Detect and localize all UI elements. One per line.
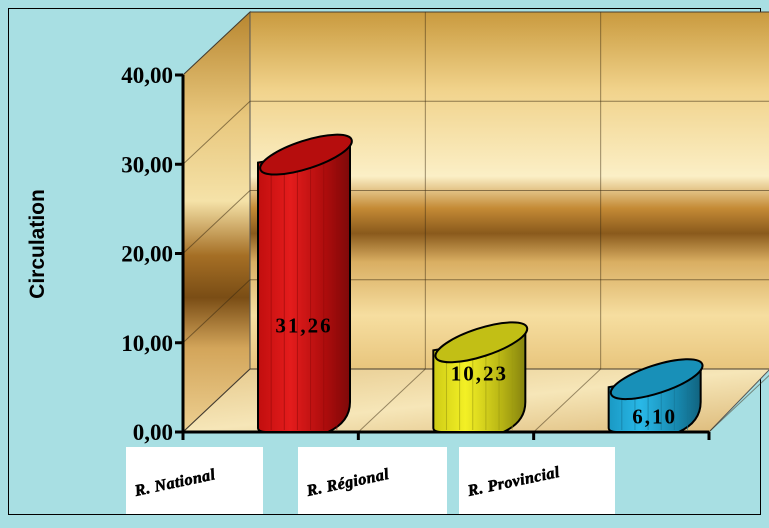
- y-tick-label: 20,00: [121, 242, 173, 267]
- bar-value-label: 6,10: [632, 405, 677, 429]
- category-label-2: R. Régional: [298, 447, 447, 514]
- y-tick-label: 40,00: [121, 63, 173, 88]
- bar-value-label: 31,26: [275, 314, 332, 338]
- y-axis-title: Circulation: [26, 189, 50, 299]
- y-tick-label: 0,00: [133, 420, 173, 445]
- category-label-1: R. National: [126, 447, 263, 514]
- bar-body: [258, 147, 350, 432]
- category-label-3: R. Provincial: [459, 447, 615, 514]
- bar-value-label: 10,23: [451, 362, 508, 386]
- bar-1: [256, 126, 356, 432]
- y-tick-label: 30,00: [121, 152, 173, 177]
- y-tick-label: 10,00: [121, 331, 173, 356]
